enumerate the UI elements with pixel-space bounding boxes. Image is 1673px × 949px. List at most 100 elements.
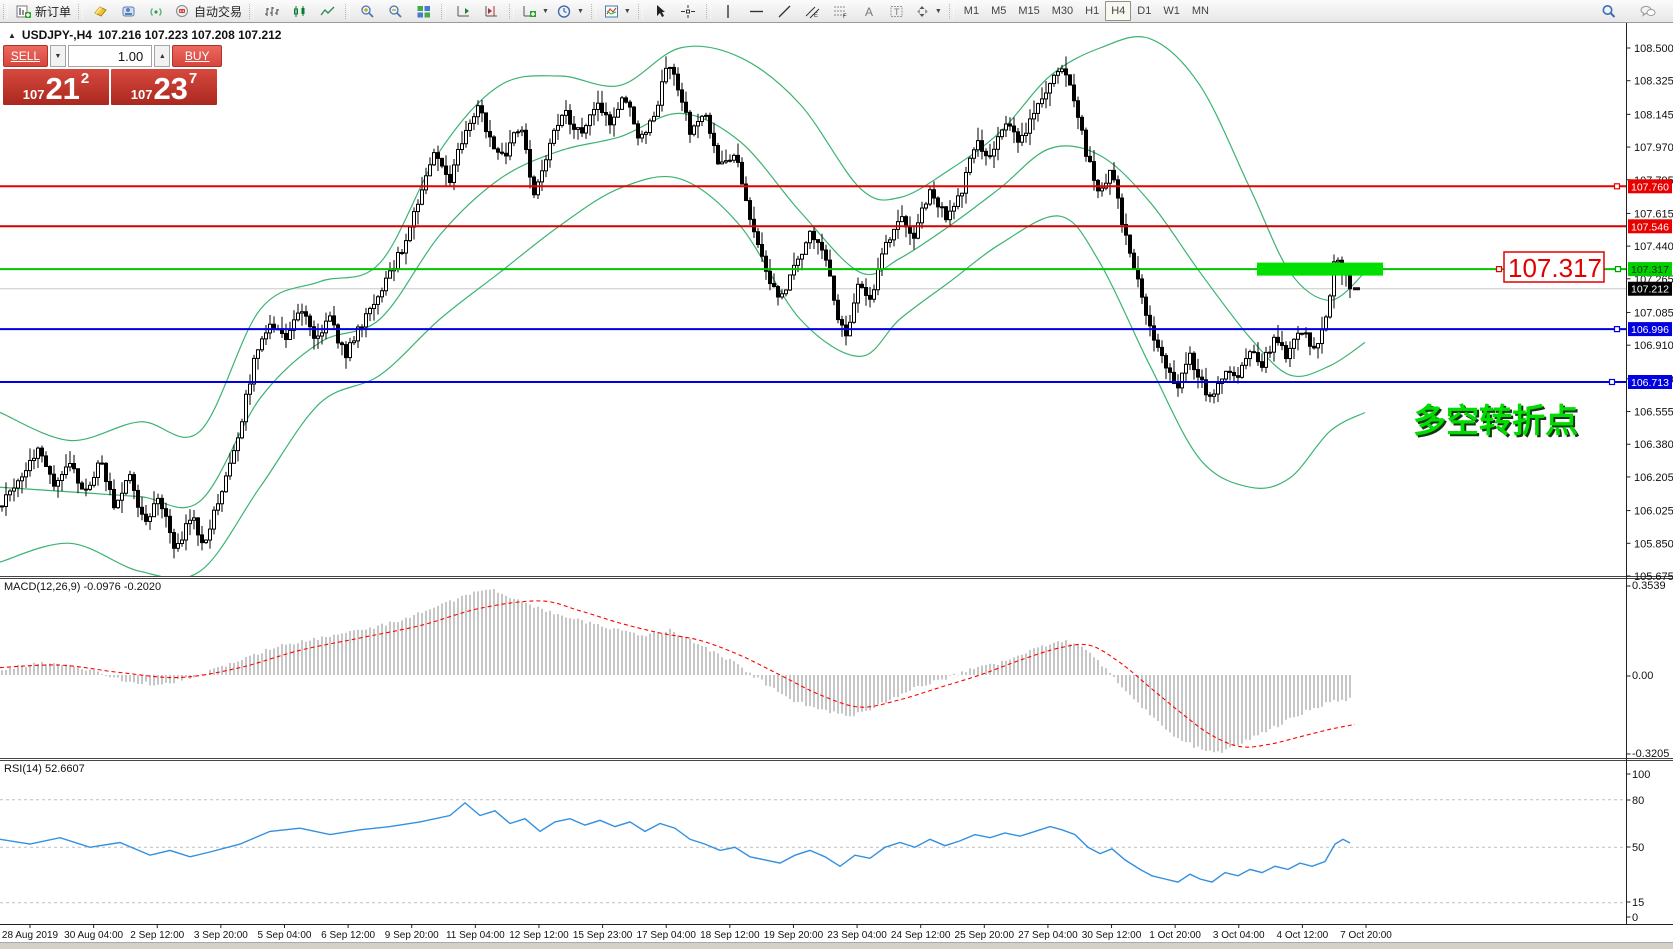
volume-decrease-button[interactable]: ▼ xyxy=(49,45,67,67)
symbol-period-label: USDJPY-,H4 xyxy=(21,28,92,42)
timeframe-M30-button[interactable]: M30 xyxy=(1051,5,1074,17)
vertical-line-icon xyxy=(727,4,729,18)
line-handle-marker[interactable] xyxy=(1613,183,1621,190)
chart-canvas: 108.500108.325108.145107.970107.795107.6… xyxy=(0,23,1673,943)
tile-windows-icon xyxy=(417,5,431,17)
buy-button[interactable]: BUY xyxy=(172,45,222,67)
price-box-107317[interactable]: 107.317 xyxy=(1503,251,1605,283)
svg-text:F: F xyxy=(843,14,847,19)
dropdown-arrow-icon[interactable]: ▼ xyxy=(623,7,631,15)
data-window-button[interactable] xyxy=(115,0,143,22)
bb-middle-line xyxy=(0,112,1366,509)
text-t-icon: T xyxy=(890,5,903,17)
timeframe-D1-button[interactable]: D1 xyxy=(1137,5,1152,17)
new-order-button[interactable]: 新订单 xyxy=(12,0,75,22)
timeframe-H4-button[interactable]: H4 xyxy=(1105,1,1132,21)
time-tick-label: 30 Sep 12:00 xyxy=(1082,930,1142,941)
sell-button[interactable]: SELL xyxy=(3,45,48,67)
dropdown-arrow-icon[interactable]: ▼ xyxy=(934,7,942,15)
timeframe-H1-button[interactable]: H1 xyxy=(1085,5,1100,17)
main-toolbar: 新订单 自动交易 ▼ ▼ ▼ E F A T ▼ M1 M5 M15 M30 H1 H4 D1 W1 MN xyxy=(0,0,1673,23)
line-chart-mode-button[interactable] xyxy=(314,0,342,22)
price-badge xyxy=(1628,179,1672,194)
indicators-button[interactable]: ▼ xyxy=(600,0,635,22)
price-badge xyxy=(1628,374,1672,389)
volume-increase-button[interactable]: ▲ xyxy=(154,45,171,67)
toolbar-grip xyxy=(705,3,711,19)
annotation-shadow: 多空转折点 xyxy=(1415,404,1580,441)
search-icon xyxy=(1602,4,1616,18)
fibonacci-icon: F xyxy=(833,6,847,19)
time-tick-label: 28 Aug 2019 xyxy=(2,930,59,941)
rsi-label: RSI(14) 52.6607 xyxy=(4,763,85,775)
buy-price-button[interactable]: 107 23 7 xyxy=(111,69,217,105)
price-tick-label: 107.085 xyxy=(1634,307,1673,319)
price-tick-label: 108.325 xyxy=(1634,76,1673,88)
timeframe-M1-button[interactable]: M1 xyxy=(963,5,980,17)
arrows-button[interactable]: ▼ xyxy=(911,0,946,22)
zoom-in-button[interactable] xyxy=(354,0,382,22)
text-button[interactable]: A xyxy=(855,0,883,22)
line-handle-marker[interactable] xyxy=(1614,266,1622,273)
zoom-out-button[interactable] xyxy=(382,0,410,22)
vertical-line-button[interactable] xyxy=(715,0,743,22)
bar-chart-mode-button[interactable] xyxy=(258,0,286,22)
autotrading-button[interactable]: 自动交易 xyxy=(171,0,246,22)
tile-windows-button[interactable] xyxy=(410,0,438,22)
market-watch-button[interactable] xyxy=(87,0,115,22)
time-tick-label: 6 Sep 12:00 xyxy=(321,930,375,941)
line-handle-marker[interactable] xyxy=(1608,378,1616,386)
time-tick-label: 3 Sep 20:00 xyxy=(194,930,248,941)
time-tick-label: 30 Aug 04:00 xyxy=(64,930,123,941)
macd-pane-content xyxy=(0,589,1356,753)
time-tick-label: 5 Sep 04:00 xyxy=(258,930,312,941)
timeframe-M5-button[interactable]: M5 xyxy=(991,5,1007,17)
sell-price-sup: 2 xyxy=(80,70,90,87)
signals-button[interactable] xyxy=(143,0,171,22)
new-order-label: 新订单 xyxy=(35,4,72,19)
collapse-arrow-icon[interactable]: ▲ xyxy=(8,30,16,40)
time-tick-label: 23 Sep 04:00 xyxy=(827,930,887,941)
sell-price-button[interactable]: 107 21 2 xyxy=(3,69,109,105)
cursor-button[interactable] xyxy=(647,0,675,22)
macd-label: MACD(12,26,9) -0.0976 -0.2020 xyxy=(4,581,161,593)
auto-scroll-button[interactable] xyxy=(450,0,478,22)
search-button[interactable] xyxy=(1595,0,1623,22)
macd-tick-label: -0.3205 xyxy=(1632,748,1669,760)
text-label-button[interactable]: T xyxy=(883,0,911,22)
line-handle-marker[interactable] xyxy=(1495,266,1503,273)
timeframe-M15-button[interactable]: M15 xyxy=(1018,5,1040,17)
timeframe-MN-button[interactable]: MN xyxy=(1191,5,1209,17)
candlestick-mode-button[interactable] xyxy=(286,0,314,22)
autotrade-icon xyxy=(176,4,189,17)
chat-button[interactable] xyxy=(1635,0,1663,22)
macd-tick-label: 0.3539 xyxy=(1632,580,1666,592)
green-zone-rectangle[interactable] xyxy=(1257,262,1383,276)
dropdown-arrow-icon[interactable]: ▼ xyxy=(576,7,584,15)
fibonacci-button[interactable]: F xyxy=(827,0,855,22)
chart-shift-button[interactable] xyxy=(478,0,506,22)
horizontal-line-button[interactable] xyxy=(743,0,771,22)
toolbar-grip xyxy=(509,3,515,19)
zoom-in-icon xyxy=(361,4,374,18)
price-tick-label: 107.440 xyxy=(1634,241,1673,253)
volume-input[interactable]: 1.00 xyxy=(68,45,153,67)
text-a-icon: A xyxy=(865,5,873,19)
profiles-button[interactable]: ▼ xyxy=(553,0,588,22)
equidistant-channel-button[interactable]: E xyxy=(799,0,827,22)
line-handle-marker[interactable] xyxy=(1613,326,1621,333)
chart-symbol-title[interactable]: ▲ USDJPY-,H4 107.216 107.223 107.208 107… xyxy=(8,28,281,42)
crosshair-button[interactable] xyxy=(675,0,703,22)
price-tick-label: 108.500 xyxy=(1634,43,1673,55)
timeframe-W1-button[interactable]: W1 xyxy=(1163,5,1180,17)
new-chart-button[interactable]: ▼ xyxy=(518,0,553,22)
price-tick-label: 106.205 xyxy=(1634,472,1673,484)
macd-tick-label: 0.00 xyxy=(1632,670,1653,682)
dropdown-arrow-icon[interactable]: ▼ xyxy=(542,7,549,15)
rsi-tick-label: 50 xyxy=(1632,842,1644,854)
cursor-icon xyxy=(656,4,665,17)
trendline-button[interactable] xyxy=(771,0,799,22)
svg-text:E: E xyxy=(814,13,818,19)
toolbar-grip xyxy=(249,3,255,19)
